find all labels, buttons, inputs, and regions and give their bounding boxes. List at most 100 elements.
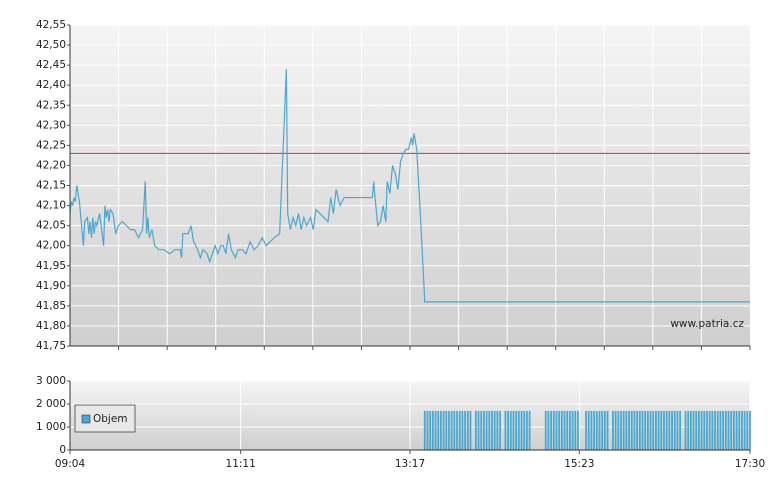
volume-bar [646, 410, 649, 450]
volume-bar [509, 410, 512, 450]
y-tick-label: 42,20 [36, 159, 66, 171]
volume-bar [722, 410, 725, 450]
volume-bar [708, 410, 711, 450]
volume-bar [523, 410, 526, 450]
volume-bar [741, 410, 743, 450]
volume-bar [547, 410, 550, 450]
volume-bar [423, 410, 426, 450]
volume-bar [738, 410, 741, 450]
watermark: www.patria.cz [670, 318, 744, 330]
volume-bar [703, 410, 706, 450]
y-tick-label: 42,15 [36, 180, 66, 192]
volume-bar [665, 410, 668, 450]
x-tick-label: 13:17 [395, 458, 425, 470]
volume-bar [474, 410, 477, 450]
y-tick-label: 42,45 [36, 59, 66, 71]
volume-bar [453, 410, 456, 450]
volume-bar [464, 410, 466, 450]
volume-bar [638, 410, 641, 450]
volume-bar [620, 410, 622, 450]
volume-bar [445, 410, 448, 450]
volume-bar [466, 410, 469, 450]
volume-bar [625, 410, 628, 450]
legend-label: Objem [93, 413, 128, 425]
volume-bar [577, 410, 579, 450]
volume-bar [512, 410, 515, 450]
volume-bar [477, 410, 480, 450]
volume-bar [526, 410, 528, 450]
volume-bar [644, 410, 647, 450]
volume-bar [687, 410, 690, 450]
volume-bar [652, 410, 655, 450]
volume-bar [749, 410, 751, 450]
volume-bar [488, 410, 491, 450]
volume-bar [544, 410, 547, 450]
y-tick-label: 41,75 [36, 340, 66, 352]
volume-bar [595, 410, 598, 450]
volume-bar [746, 410, 749, 450]
volume-bar [601, 410, 604, 450]
volume-bar [636, 410, 639, 450]
volume-bar [528, 410, 531, 450]
volume-bar [431, 410, 434, 450]
volume-bar [668, 410, 671, 450]
volume-bar [450, 410, 453, 450]
volume-bar [469, 410, 472, 450]
y-tick-label: 41,95 [36, 260, 66, 272]
volume-bar [434, 410, 437, 450]
volume-bar [485, 410, 488, 450]
volume-bar [671, 410, 673, 450]
volume-bar [558, 410, 561, 450]
volume-bar [695, 410, 698, 450]
volume-bar [606, 410, 609, 450]
volume-bar [649, 410, 652, 450]
volume-bar [719, 410, 722, 450]
y-tick-label: 41,80 [36, 320, 66, 332]
volume-bar [673, 410, 676, 450]
volume-bar [426, 410, 429, 450]
x-tick-label: 17:30 [735, 458, 765, 470]
volume-bar [679, 410, 682, 450]
volume-bar [676, 410, 679, 450]
volume-bar [480, 410, 483, 450]
volume-bar [593, 410, 596, 450]
volume-bar [655, 410, 657, 450]
volume-bar [663, 410, 665, 450]
y-tick-label: 42,25 [36, 139, 66, 151]
volume-bar [641, 410, 644, 450]
volume-bar [716, 410, 719, 450]
volume-bar [614, 410, 617, 450]
volume-bar [660, 410, 663, 450]
volume-bar [633, 410, 636, 450]
volume-bar [483, 410, 485, 450]
volume-bar [692, 410, 695, 450]
volume-bar [706, 410, 708, 450]
volume-bar [552, 410, 555, 450]
volume-bar [437, 410, 440, 450]
volume-bar [555, 410, 558, 450]
volume-bar [569, 410, 571, 450]
volume-bar [711, 410, 714, 450]
y-tick-label: 42,10 [36, 200, 66, 212]
volume-bar [442, 410, 445, 450]
y-tick-label: 42,30 [36, 119, 66, 131]
volume-bar [496, 410, 499, 450]
volume-bar [499, 410, 501, 450]
volume-bar [730, 410, 733, 450]
volume-bar [429, 410, 432, 450]
volume-bar [493, 410, 496, 450]
x-tick-label: 09:04 [55, 458, 86, 470]
volume-bar [440, 410, 442, 450]
volume-bar [598, 410, 601, 450]
volume-bar [515, 410, 518, 450]
volume-bar [612, 410, 614, 450]
volume-bar [448, 410, 450, 450]
y-tick-label: 41,90 [36, 280, 66, 292]
volume-bar [566, 410, 569, 450]
volume-bar [504, 410, 507, 450]
y-tick-label: 42,55 [36, 19, 66, 31]
volume-bar [732, 410, 735, 450]
volume-bar [571, 410, 574, 450]
volume-bar [630, 410, 633, 450]
